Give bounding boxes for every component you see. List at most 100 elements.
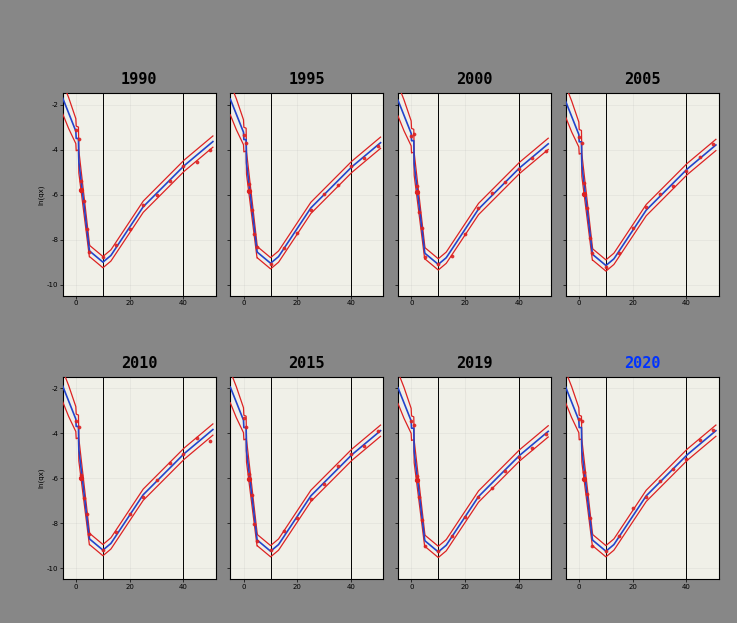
Point [81, 224, 93, 234]
Point [111, 240, 122, 250]
Point [587, 248, 598, 258]
Point [459, 229, 471, 239]
Point [75, 473, 87, 483]
Point [613, 248, 625, 258]
Point [539, 429, 551, 439]
Point [486, 483, 497, 493]
Point [680, 166, 692, 176]
Point [584, 233, 595, 243]
Point [111, 527, 122, 537]
Point [579, 189, 590, 199]
Point [654, 477, 666, 487]
Point [526, 442, 538, 452]
Text: 2010: 2010 [121, 356, 158, 371]
Point [191, 156, 203, 166]
Point [472, 492, 484, 502]
Point [500, 176, 511, 186]
Point [359, 153, 371, 163]
Point [413, 492, 425, 502]
Point [600, 262, 612, 272]
Point [613, 531, 625, 541]
Point [654, 189, 666, 199]
Point [667, 181, 679, 191]
Point [680, 454, 692, 464]
Point [97, 252, 109, 262]
Point [579, 467, 590, 477]
Point [251, 242, 263, 252]
Point [411, 475, 422, 485]
Point [526, 153, 538, 163]
Point [332, 180, 343, 190]
Point [73, 422, 85, 432]
Point [576, 416, 587, 426]
Point [539, 146, 551, 156]
Point [694, 153, 706, 163]
Y-axis label: ln(qx): ln(qx) [38, 468, 44, 488]
Point [246, 490, 258, 500]
Point [240, 138, 252, 148]
Point [345, 161, 357, 171]
Point [238, 413, 250, 423]
Point [204, 145, 216, 155]
Point [75, 470, 87, 480]
Point [446, 251, 458, 261]
Point [278, 526, 290, 536]
Point [459, 512, 471, 522]
Point [345, 449, 357, 459]
Point [292, 228, 304, 238]
Point [581, 489, 593, 499]
Point [667, 464, 679, 474]
Point [513, 164, 525, 174]
Point [433, 546, 444, 556]
Point [81, 508, 93, 518]
Point [587, 541, 598, 551]
Text: 1990: 1990 [121, 72, 158, 87]
Point [694, 435, 706, 445]
Point [472, 204, 484, 214]
Point [83, 247, 95, 257]
Point [413, 207, 425, 217]
Point [243, 179, 255, 189]
Point [70, 125, 82, 135]
Point [124, 509, 136, 519]
Point [78, 493, 90, 503]
Point [573, 414, 585, 424]
Point [240, 422, 252, 432]
Point [513, 452, 525, 462]
Text: 2000: 2000 [456, 72, 493, 87]
Point [627, 503, 639, 513]
Point [137, 492, 149, 502]
Point [70, 416, 82, 426]
Point [500, 466, 511, 476]
Point [419, 252, 430, 262]
Point [75, 176, 87, 186]
Point [579, 474, 590, 484]
Point [248, 519, 260, 529]
Point [164, 176, 176, 186]
Text: 1995: 1995 [288, 72, 325, 87]
Point [178, 161, 189, 171]
Point [627, 224, 639, 234]
Point [372, 141, 384, 151]
Point [191, 433, 203, 443]
Point [150, 475, 162, 485]
Point [318, 479, 330, 489]
Point [292, 513, 304, 523]
Point [243, 474, 255, 484]
Point [204, 435, 216, 445]
Point [265, 545, 276, 555]
Point [708, 426, 719, 435]
Point [640, 492, 652, 502]
Y-axis label: ln(qx): ln(qx) [38, 184, 44, 205]
Point [238, 130, 250, 140]
Point [251, 536, 263, 546]
Point [278, 243, 290, 253]
Point [581, 203, 593, 213]
Point [446, 531, 458, 541]
Point [243, 468, 255, 478]
Point [419, 541, 430, 551]
Point [708, 139, 719, 149]
Point [408, 130, 420, 140]
Point [78, 196, 90, 206]
Point [164, 458, 176, 468]
